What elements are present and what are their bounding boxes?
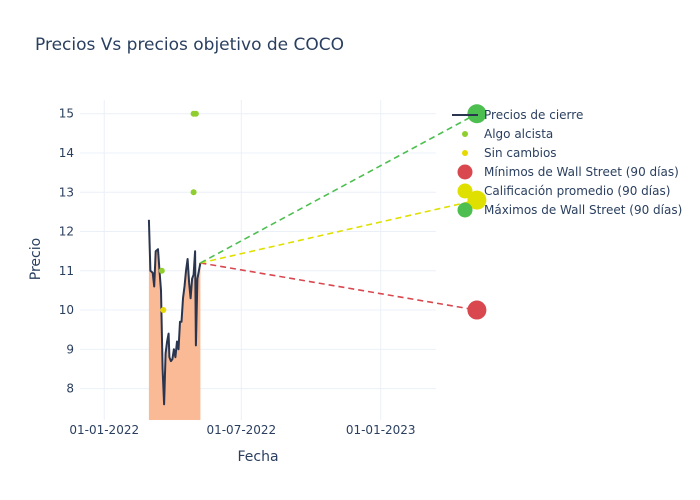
closing-price-line <box>147 219 202 406</box>
legend-marker-swatch <box>457 183 473 199</box>
legend-label: Calificación promedio (90 días) <box>484 184 670 198</box>
rating-marker <box>190 189 197 196</box>
y-tick-label: 12 <box>59 225 74 239</box>
legend-label: Sin cambios <box>484 146 557 160</box>
rating-marker <box>160 307 167 314</box>
legend-item: Sin cambios <box>462 146 557 160</box>
y-tick-label: 8 <box>66 382 74 396</box>
y-tick-label: 11 <box>59 264 74 278</box>
target-marker <box>467 104 487 124</box>
legend-label: Mínimos de Wall Street (90 días) <box>484 165 679 179</box>
rating-marker <box>158 267 165 274</box>
x-tick-label: 01-07-2022 <box>206 423 276 437</box>
x-axis-title: Fecha <box>237 449 278 465</box>
target-marker <box>467 190 487 210</box>
target-line <box>200 262 478 311</box>
legend-item: Mínimos de Wall Street (90 días) <box>457 164 679 180</box>
rating-marker <box>192 110 199 117</box>
x-tick-label: 01-01-2022 <box>69 423 139 437</box>
legend-label: Máximos de Wall Street (90 días) <box>484 203 682 217</box>
target-line <box>200 113 478 264</box>
line-layer <box>147 113 478 406</box>
legend-marker-swatch <box>462 131 468 137</box>
legend-item: Algo alcista <box>462 127 553 141</box>
x-tick-label: 01-01-2023 <box>346 423 416 437</box>
marker-layer <box>158 104 487 320</box>
legend-item: Precios de cierre <box>452 108 583 122</box>
legend-label: Algo alcista <box>484 127 553 141</box>
y-tick-label: 10 <box>59 303 74 317</box>
y-tick-label: 9 <box>66 342 74 356</box>
target-marker <box>467 300 487 320</box>
y-tick-label: 15 <box>59 107 74 121</box>
legend-marker-swatch <box>462 150 468 156</box>
y-axis-title: Precio <box>28 238 44 280</box>
legend: Precios de cierre Algo alcista Sin cambios… <box>452 108 682 218</box>
grid-lines <box>80 100 436 420</box>
legend-label: Precios de cierre <box>484 108 583 122</box>
y-axis-ticks: 8 9 10 11 12 13 14 15 <box>59 107 74 396</box>
legend-marker-swatch <box>457 164 473 180</box>
legend-marker-swatch <box>457 202 473 218</box>
y-tick-label: 13 <box>59 185 74 199</box>
y-tick-label: 14 <box>59 146 74 160</box>
x-axis-ticks: 01-01-2022 01-07-2022 01-01-2023 <box>69 423 415 437</box>
target-line <box>200 199 478 264</box>
chart-title: Precios Vs precios objetivo de COCO <box>35 35 344 55</box>
legend-item: Máximos de Wall Street (90 días) <box>457 202 682 218</box>
legend-item: Calificación promedio (90 días) <box>457 183 670 199</box>
